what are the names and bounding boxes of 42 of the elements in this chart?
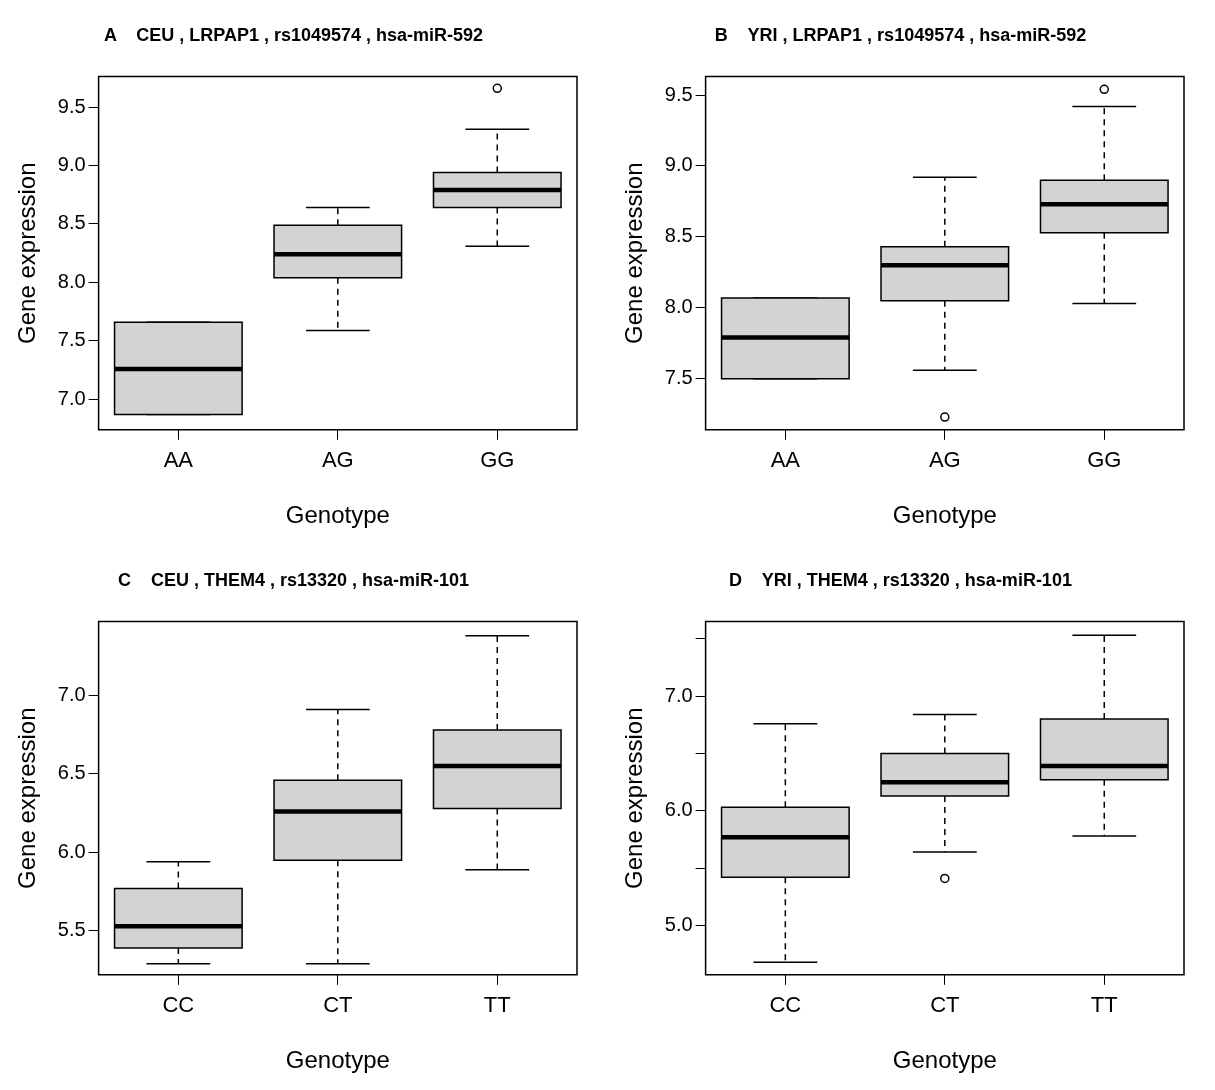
y-tick-label: 5.5: [57, 918, 86, 941]
x-tick-label: CC: [769, 992, 802, 1018]
y-tick-label: 8.5: [664, 224, 693, 247]
x-tick-label: AG: [321, 447, 354, 473]
y-axis-title: Gene expression: [620, 162, 648, 344]
y-tick-label: 5.0: [664, 913, 693, 936]
x-axis-title: Genotype: [892, 1046, 997, 1074]
y-tick-label: 7.0: [664, 683, 693, 706]
y-tick-label: 8.0: [664, 295, 693, 318]
chart-title: C CEU , THEM4 , rs13320 , hsa-miR-101: [117, 569, 470, 590]
y-tick-label: 7.0: [57, 386, 86, 409]
x-tick-label: GG: [480, 447, 515, 473]
y-tick-label: 9.0: [57, 153, 86, 175]
x-axis-title: Genotype: [892, 501, 997, 529]
x-tick-label: AA: [163, 447, 194, 473]
y-tick-label: 8.5: [57, 211, 86, 234]
x-tick-label: AG: [928, 447, 961, 473]
chart-title: D YRI , THEM4 , rs13320 , hsa-miR-101: [729, 569, 1072, 590]
y-tick-label: 9.5: [57, 94, 86, 117]
x-axis-title: Genotype: [285, 501, 390, 529]
x-tick-label: AA: [770, 447, 801, 473]
x-tick-label: CT: [323, 992, 353, 1018]
y-tick-label: 6.0: [57, 839, 86, 862]
x-tick-label: TT: [1090, 992, 1118, 1018]
y-tick-label: 7.0: [57, 682, 86, 705]
y-tick-label: 6.0: [664, 798, 693, 821]
x-tick-label: CC: [162, 992, 195, 1018]
y-tick-label: 9.5: [664, 82, 693, 105]
x-tick-label: CT: [930, 992, 960, 1018]
x-tick-label: TT: [483, 992, 511, 1018]
y-tick-label: 6.5: [57, 761, 86, 784]
y-axis-title: Gene expression: [13, 162, 41, 344]
chart-title: A CEU , LRPAP1 , rs1049574 , hsa-miR-592: [103, 24, 484, 45]
y-tick-label: 7.5: [57, 328, 86, 351]
chart-title: B YRI , LRPAP1 , rs1049574 , hsa-miR-592: [714, 24, 1087, 45]
y-tick-label: 9.0: [664, 153, 693, 176]
y-axis-title: Gene expression: [620, 707, 648, 889]
x-tick-label: GG: [1087, 447, 1122, 473]
y-axis-title: Gene expression: [13, 707, 41, 889]
y-tick-label: 8.0: [57, 269, 86, 292]
y-tick-label: 7.5: [664, 366, 693, 389]
x-axis-title: Genotype: [285, 1046, 390, 1074]
